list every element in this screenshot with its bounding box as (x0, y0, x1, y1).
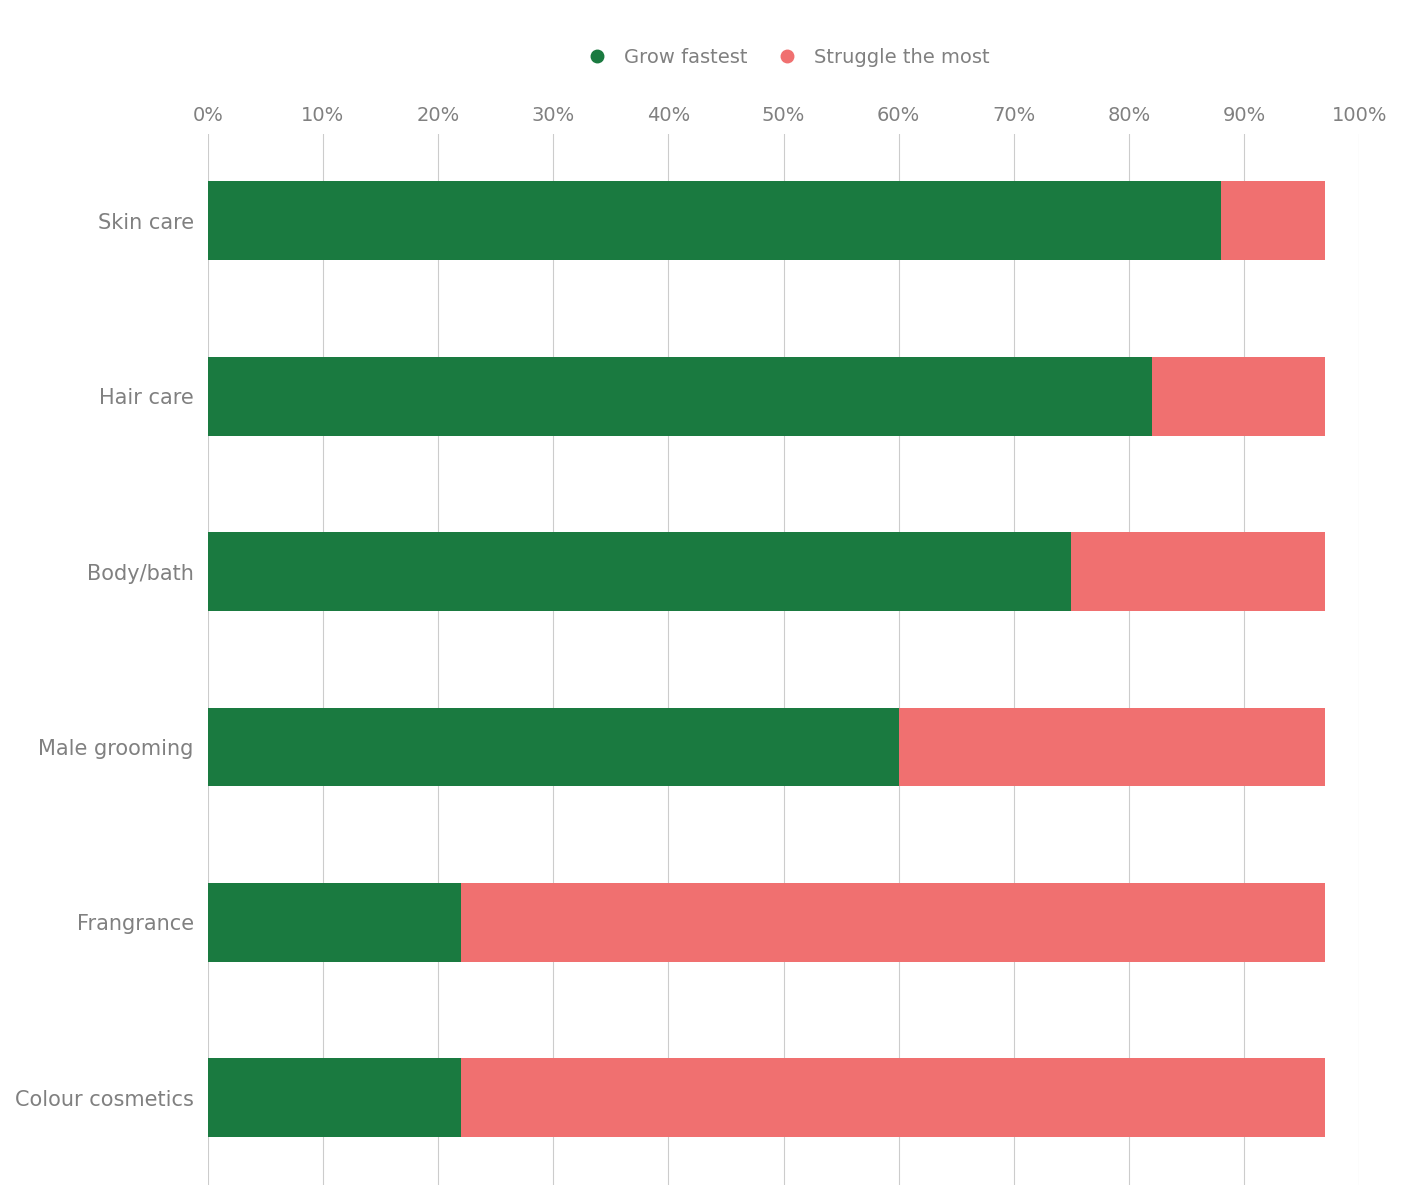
Bar (899, 708, 1325, 786)
Legend: Grow fastest, Struggle the most: Grow fastest, Struggle the most (568, 38, 1000, 77)
Bar (207, 356, 1152, 436)
Bar (207, 181, 1221, 260)
Bar (207, 532, 1071, 611)
Bar (1152, 356, 1325, 436)
Bar (461, 1058, 1325, 1138)
Bar (1221, 181, 1325, 260)
Bar (207, 708, 899, 786)
Bar (207, 1058, 461, 1138)
Bar (207, 883, 461, 962)
Bar (461, 883, 1325, 962)
Bar (1071, 532, 1325, 611)
